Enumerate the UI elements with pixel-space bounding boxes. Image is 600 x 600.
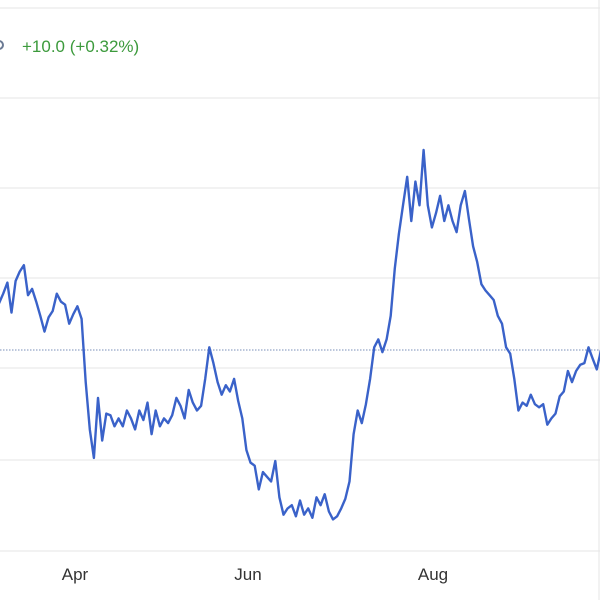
x-tick-label-aug: Aug	[418, 565, 448, 584]
x-tick-label-jun: Jun	[234, 565, 261, 584]
price-change-text: +10.0 (+0.32%)	[22, 37, 140, 56]
price-series-line	[0, 148, 600, 521]
previous-close-marker-icon	[0, 40, 4, 50]
x-tick-label-apr: Apr	[62, 565, 89, 584]
